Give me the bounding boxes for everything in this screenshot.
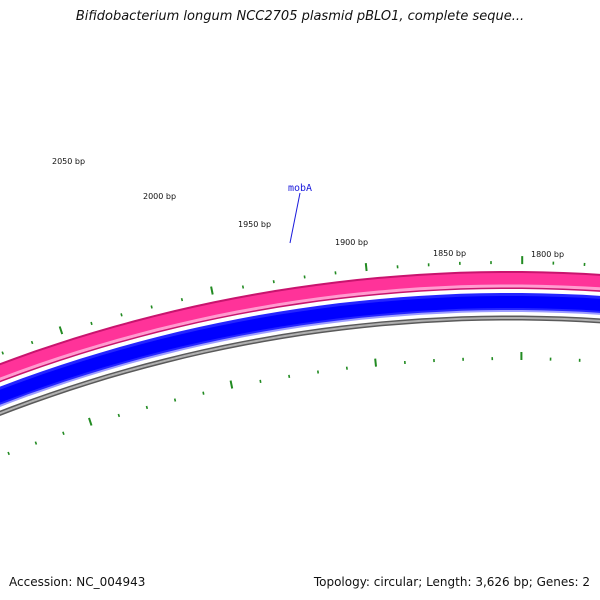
inner-tick-minor (288, 374, 291, 379)
inner-tick-minor (7, 451, 10, 456)
accession-text: Accession: NC_004943 (9, 575, 146, 589)
inner-tick-minor (117, 413, 121, 418)
gene-label-leader (289, 192, 301, 244)
gene-band-highlight (0, 284, 600, 381)
inner-tick-minor (62, 431, 65, 435)
outer-tick-major (210, 286, 214, 295)
gene-band (0, 273, 600, 381)
gene-annotation: mobA (288, 183, 312, 244)
cds-band-lower-edge (0, 310, 600, 407)
backbone-inner (0, 317, 600, 415)
inner-tick-major (229, 380, 234, 389)
inner-tick-minor (34, 441, 38, 445)
inner-tick-major (374, 358, 377, 367)
inner-tick-minor (259, 379, 262, 384)
tick-label: 1900 bp (335, 238, 368, 247)
outer-tick-minor (272, 280, 275, 284)
tick-label: 1950 bp (238, 220, 271, 229)
tick-label: 1850 bp (433, 249, 466, 258)
tick-label: 1800 bp (531, 250, 564, 259)
tick-label: 2050 bp (52, 157, 85, 166)
outer-tick-marks (1, 256, 586, 355)
map-title: Bifidobacterium longum NCC2705 plasmid p… (75, 9, 525, 24)
outer-tick-minor (150, 305, 153, 309)
cds-band (0, 296, 600, 403)
outer-tick-minor (120, 313, 123, 317)
inner-tick-major (88, 417, 93, 426)
inner-tick-marks (7, 352, 581, 456)
gene-label-mobA[interactable]: mobA (288, 183, 312, 194)
plasmid-rings (0, 271, 600, 417)
tick-labels: 2050 bp 2000 bp 1950 bp 1900 bp 1850 bp 1800 … (52, 157, 564, 259)
outer-tick-minor (1, 351, 4, 355)
outer-tick-major (58, 326, 64, 335)
topology-summary: Topology: circular; Length: 3,626 bp; Ge… (313, 575, 590, 589)
tick-label: 2000 bp (143, 192, 176, 201)
outer-tick-minor (90, 321, 93, 326)
outer-tick-major (364, 262, 368, 272)
outer-tick-minor (180, 298, 184, 302)
outer-tick-minor (241, 285, 245, 289)
outer-tick-minor (30, 340, 34, 345)
inner-tick-minor (173, 398, 177, 402)
inner-tick-minor (202, 391, 205, 395)
inner-tick-minor (145, 405, 149, 410)
